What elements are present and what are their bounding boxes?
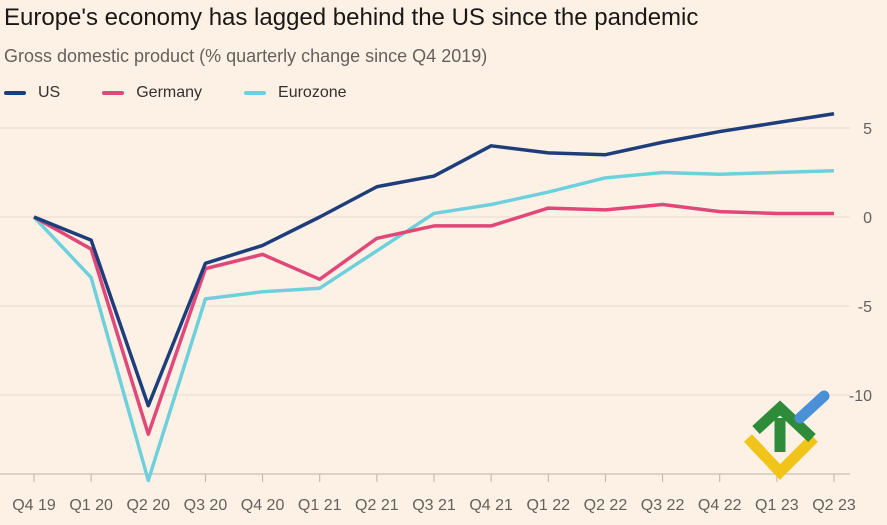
x-tick-label: Q2 21: [355, 497, 399, 514]
chart-subtitle: Gross domestic product (% quarterly chan…: [4, 46, 488, 66]
x-tick-label: Q3 22: [641, 497, 685, 514]
x-tick-label: Q3 21: [412, 497, 456, 514]
y-tick-label: -10: [849, 388, 872, 405]
y-tick-label: -5: [858, 299, 872, 316]
series-line-eurozone: [32, 168, 835, 483]
y-tick-label: 5: [863, 121, 872, 138]
series-line-germany: [33, 202, 834, 436]
legend-item-eurozone: Eurozone: [244, 84, 347, 102]
legend-swatch-germany: [102, 91, 125, 95]
legend-item-germany: Germany: [102, 84, 202, 102]
chart-title: Europe's economy has lagged behind the U…: [4, 4, 699, 31]
x-tick-label: Q4 21: [469, 497, 513, 514]
x-tick-label: Q4 19: [12, 497, 56, 514]
x-tick-label: Q1 23: [755, 497, 799, 514]
x-tick-label: Q1 20: [69, 497, 113, 514]
y-tick-label: 0: [863, 210, 872, 227]
legend-swatch-eurozone: [244, 91, 267, 95]
x-tick-label: Q2 22: [584, 497, 628, 514]
legend-label-eurozone: Eurozone: [278, 84, 347, 101]
legend-swatch-us: [4, 91, 26, 95]
legend-label-us: US: [38, 84, 61, 101]
x-tick-label: Q2 20: [126, 497, 170, 514]
series-line-us: [33, 112, 835, 408]
x-tick-label: Q2 23: [812, 497, 856, 514]
x-tick-label: Q1 22: [526, 497, 570, 514]
legend: US Germany Eurozone: [4, 84, 389, 102]
brand-logo-icon: [743, 390, 830, 480]
x-tick-label: Q4 22: [698, 497, 742, 514]
x-tick-label: Q3 20: [184, 497, 228, 514]
legend-item-us: US: [4, 84, 60, 102]
x-tick-label: Q1 21: [298, 497, 342, 514]
x-tick-label: Q4 20: [241, 497, 285, 514]
legend-label-germany: Germany: [136, 84, 203, 101]
